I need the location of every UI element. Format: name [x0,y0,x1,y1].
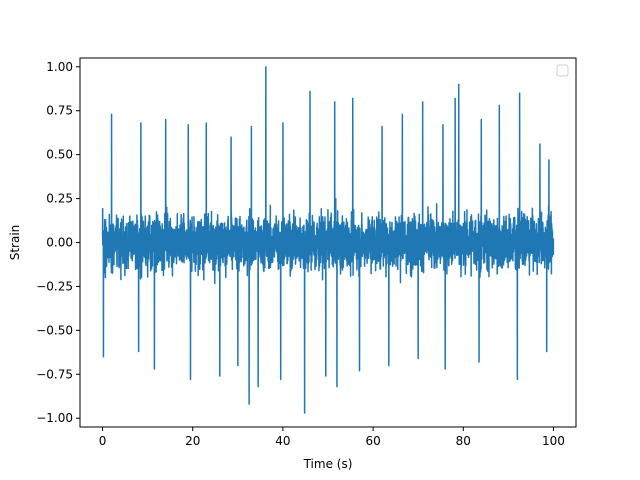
y-tick-label: −0.75 [36,367,73,381]
x-tick-label: 60 [365,434,380,448]
y-tick-label: 1.00 [46,60,73,74]
y-tick-label: −0.50 [36,323,73,337]
x-tick-label: 20 [185,434,200,448]
y-tick-label: −0.25 [36,279,73,293]
plot-area [79,57,577,428]
series-layer [101,66,555,414]
y-axis-label: Strain [8,225,22,261]
y-tick-label: 0.25 [46,192,73,206]
y-tick-label: 0.75 [46,104,73,118]
x-tick-label: 100 [542,434,565,448]
y-axis: −1.00 −0.75 −0.50 −0.25 0.00 0.25 0.50 0.75 1.00 [36,60,80,425]
y-tick-label: −1.00 [36,411,73,425]
x-axis: 0 20 40 60 80 100 [99,427,565,448]
x-tick-label: 40 [275,434,290,448]
x-tick-label: 0 [99,434,107,448]
strain-series-line [101,66,555,414]
x-tick-label: 80 [456,434,471,448]
y-tick-label: 0.50 [46,148,73,162]
x-axis-label: Time (s) [303,457,353,471]
legend-box [556,64,569,77]
y-tick-label: 0.00 [46,236,73,250]
